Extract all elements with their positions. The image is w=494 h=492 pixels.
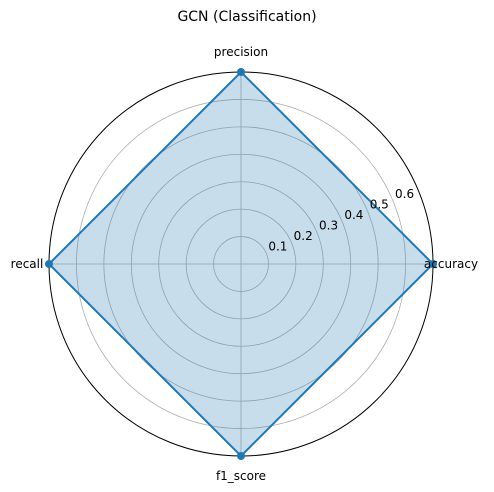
chart-title: GCN (Classification) xyxy=(177,9,317,25)
series-area-1 xyxy=(49,72,433,456)
category-label-recall: recall xyxy=(11,257,44,271)
radial-tick-label: 0.1 xyxy=(268,240,287,254)
data-point-precision xyxy=(237,68,245,76)
category-label-accuracy: accuracy xyxy=(424,257,478,271)
radial-tick-label: 0.6 xyxy=(395,187,414,201)
data-point-recall xyxy=(45,260,53,268)
data-point-accuracy xyxy=(429,260,437,268)
radial-tick-label: 0.3 xyxy=(319,219,338,233)
category-label-f1_score: f1_score xyxy=(216,469,266,483)
radial-tick-label: 0.2 xyxy=(294,229,313,243)
radial-tick-label: 0.5 xyxy=(370,198,389,212)
category-label-precision: precision xyxy=(214,45,268,59)
radial-tick-label: 0.4 xyxy=(344,208,363,222)
data-point-f1_score xyxy=(237,452,245,460)
